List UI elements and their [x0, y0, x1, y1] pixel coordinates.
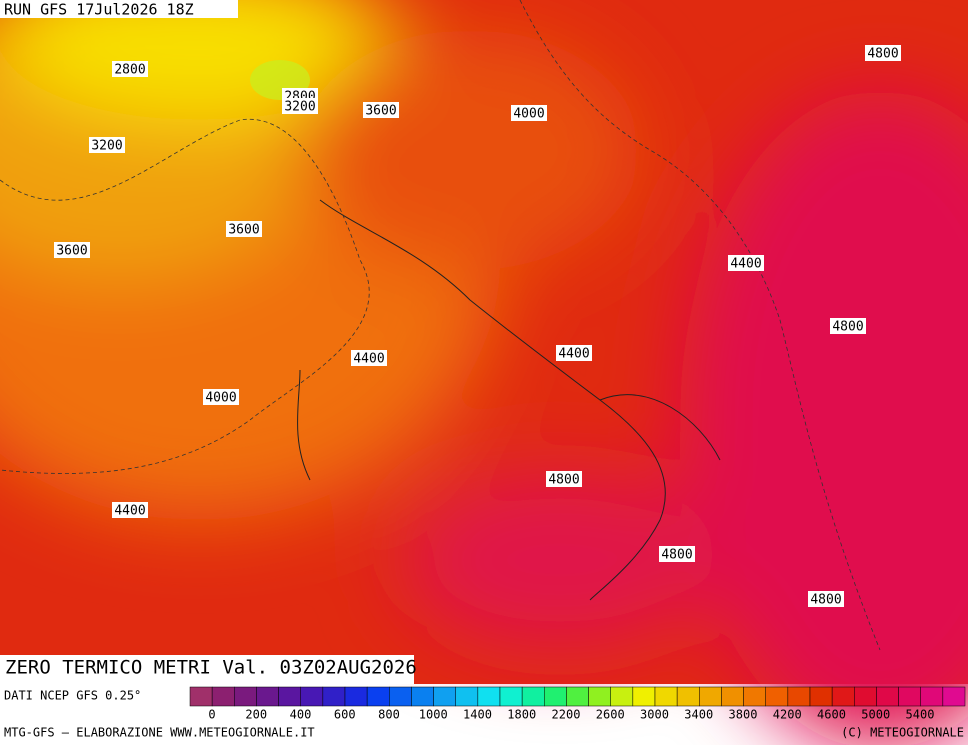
colorbar-cell [787, 686, 811, 707]
colorbar-cell [942, 686, 966, 707]
colorbar-label: 2600 [596, 708, 625, 722]
source: DATI NCEP GFS 0.25° [4, 689, 141, 703]
contour-label: 4400 [558, 347, 589, 362]
colorbar-label: 5400 [906, 708, 935, 722]
contour-label-box [830, 318, 866, 334]
colorbar-cell [322, 686, 346, 707]
contour-label: 4800 [548, 473, 579, 488]
contour-label-box [659, 546, 695, 562]
colorbar-cell [765, 686, 789, 707]
colorbar-cell [898, 686, 921, 707]
contour-label: 3600 [365, 104, 396, 119]
contour-label: 4800 [867, 47, 898, 62]
colorbar-label: 2200 [552, 708, 581, 722]
colorbar-cell [455, 686, 479, 707]
contour-label: 3200 [284, 100, 315, 115]
colorbar-cell [344, 686, 368, 707]
colorbar-cell [433, 686, 456, 707]
contour-label-box [865, 45, 901, 61]
colorbar-cell [300, 686, 324, 707]
contour-label: 3200 [91, 139, 122, 154]
colorbar-cell [676, 686, 700, 707]
colorbar-cell [654, 686, 678, 707]
contour-label-box [808, 591, 844, 607]
contour-label-box [54, 242, 90, 258]
contour-label-box [112, 502, 148, 518]
title: ZERO TERMICO METRI Val. 03Z02AUG2026 [5, 657, 417, 679]
contour-label: 4800 [810, 593, 841, 608]
colorbar-label: 3400 [684, 708, 713, 722]
coastline [297, 199, 721, 601]
contour-label: 4000 [205, 391, 236, 406]
contour-label-box [282, 98, 318, 114]
colorbar-label: 1000 [419, 708, 448, 722]
colorbar-label: 4600 [817, 708, 846, 722]
colorbar-label: 4200 [773, 708, 802, 722]
colorbar-cell [256, 686, 279, 707]
footer-left: MTG-GFS — ELABORAZIONE WWW.METEOGIORNALE… [4, 726, 315, 740]
colorbar-label: 1800 [507, 708, 536, 722]
colorbar-cell [699, 686, 722, 707]
run-label: RUN GFS 17Jul2026 18Z [4, 1, 194, 19]
colorbar-label: 0 [208, 708, 215, 722]
contour-label: 3600 [228, 223, 259, 238]
contour-label: 2800 [114, 63, 145, 78]
colorbar-cell [544, 686, 567, 707]
contour-label-box [226, 221, 262, 237]
colorbar-label: 3000 [640, 708, 669, 722]
colorbar-label: 600 [334, 708, 356, 722]
colorbar-cell [389, 686, 412, 707]
colorbar-label: 800 [378, 708, 400, 722]
contour-label-box [363, 102, 399, 118]
colorbar-cell [278, 686, 301, 707]
contour-label: 4800 [661, 548, 692, 563]
colorbar-cell [743, 686, 766, 707]
colorbar-label: 5000 [861, 708, 890, 722]
contour-line [0, 0, 881, 651]
title-box [0, 655, 414, 684]
run-box [0, 0, 238, 18]
contour-label-box [556, 345, 592, 361]
colorbar-cell [920, 686, 944, 707]
colorbar-label: 400 [290, 708, 312, 722]
colorbar-cell [854, 686, 877, 707]
colorbar-label: 200 [245, 708, 267, 722]
colorbar: 0 200 400 600 800 1000 1400 1800 2200 2600 3000 340… [189, 686, 966, 722]
colorbar-label: 3800 [729, 708, 758, 722]
contour-label-box [546, 471, 582, 487]
contour-label: 4400 [730, 257, 761, 272]
contour-label: 4000 [513, 107, 544, 122]
colorbar-cell [876, 686, 899, 707]
colorbar-cell [477, 686, 501, 707]
contour-label-box [728, 255, 764, 271]
colorbar-cell [632, 686, 656, 707]
contour-label-box [112, 61, 148, 77]
colorbar-cell [521, 686, 545, 707]
colorbar-cell [809, 686, 833, 707]
colorbar-cell [499, 686, 523, 707]
contour-label: 3600 [56, 244, 87, 259]
colorbar-cell [831, 686, 855, 707]
colorbar-label: 1400 [463, 708, 492, 722]
colorbar-cell [588, 686, 611, 707]
colorbar-cell [189, 686, 213, 707]
contour-label-box [203, 389, 239, 405]
colorbar-cell [234, 686, 257, 707]
colorbar-cell [366, 686, 390, 707]
contour-label-box [511, 105, 547, 121]
colorbar-cell [411, 686, 434, 707]
contour-label: 4400 [114, 504, 145, 519]
contour-label: 4400 [353, 352, 384, 367]
colorbar-cell [566, 686, 589, 707]
footer-right: (C) METEOGIORNALE [841, 726, 964, 740]
contour-label-box [351, 350, 387, 366]
colorbar-cell [721, 686, 744, 707]
contour-label: 4800 [832, 320, 863, 335]
colorbar-cell [610, 686, 634, 707]
colorbar-cell [211, 686, 235, 707]
contour-label-box [89, 137, 125, 153]
